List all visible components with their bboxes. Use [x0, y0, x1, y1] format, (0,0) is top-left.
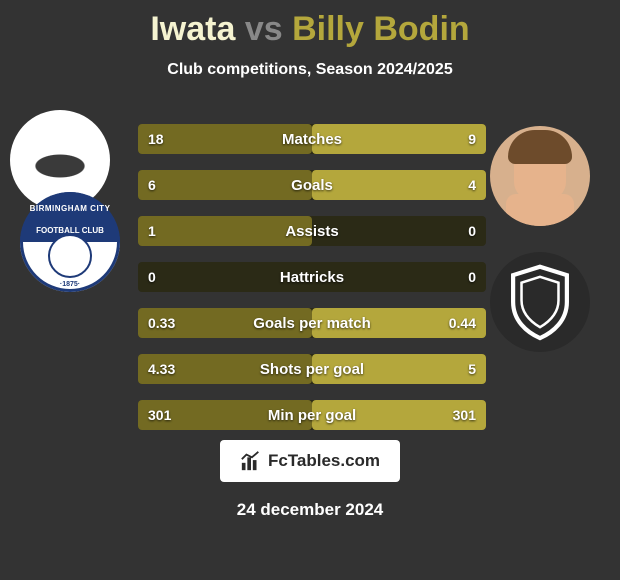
bar-label: Goals per match	[138, 308, 486, 338]
player2-name: Billy Bodin	[292, 10, 470, 48]
bar-value-left: 0	[148, 262, 156, 292]
bar-row: Goals6 4	[138, 170, 486, 200]
subtitle: Club competitions, Season 2024/2025	[0, 61, 620, 79]
bar-label: Assists	[138, 216, 486, 246]
bar-row: Hattricks0 0	[138, 262, 486, 292]
player2-avatar	[490, 126, 590, 226]
bar-value-right: 0	[468, 216, 476, 246]
bar-value-right: 9	[468, 124, 476, 154]
bar-value-left: 4.33	[148, 354, 175, 384]
bar-row: Matches18 9	[138, 124, 486, 154]
bar-value-right: 0	[468, 262, 476, 292]
club1-ball-icon	[48, 234, 92, 278]
bar-row: Goals per match0.33 0.44	[138, 308, 486, 338]
chart-icon	[240, 450, 262, 472]
bar-value-right: 301	[453, 400, 476, 430]
bar-value-left: 301	[148, 400, 171, 430]
bar-label: Goals	[138, 170, 486, 200]
player1-name: Iwata	[150, 10, 235, 48]
bar-label: Min per goal	[138, 400, 486, 430]
bar-label: Matches	[138, 124, 486, 154]
bar-value-right: 4	[468, 170, 476, 200]
bar-row: Min per goal301 301	[138, 400, 486, 430]
bar-row: Shots per goal4.33 5	[138, 354, 486, 384]
bar-row: Assists1 0	[138, 216, 486, 246]
bar-value-right: 5	[468, 354, 476, 384]
club1-year: ·1875·	[20, 281, 120, 288]
club1-line1: BIRMINGHAM CITY	[20, 204, 120, 213]
title-vs: vs	[245, 10, 283, 48]
club2-shield-icon	[498, 260, 582, 344]
player2-club-badge	[490, 252, 590, 352]
bar-value-right: 0.44	[449, 308, 476, 338]
bar-label: Shots per goal	[138, 354, 486, 384]
bar-label: Hattricks	[138, 262, 486, 292]
bar-value-left: 1	[148, 216, 156, 246]
player1-club-badge: BIRMINGHAM CITY FOOTBALL CLUB ·1875·	[20, 192, 120, 292]
bar-value-left: 6	[148, 170, 156, 200]
bar-value-left: 0.33	[148, 308, 175, 338]
fctables-text: FcTables.com	[268, 451, 380, 471]
comparison-bars: Matches189Goals64Assists10Hattricks00Goa…	[138, 124, 486, 446]
date-line: 24 december 2024	[0, 500, 620, 520]
bar-value-left: 18	[148, 124, 164, 154]
comparison-title: Iwata vs Billy Bodin	[0, 0, 620, 49]
fctables-badge: FcTables.com	[220, 440, 400, 482]
